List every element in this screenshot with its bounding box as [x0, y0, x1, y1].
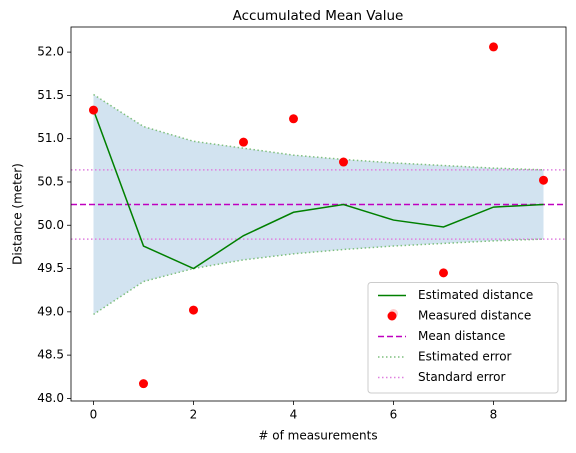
- y-tick-label: 52.0: [37, 45, 64, 59]
- y-tick-label: 49.0: [37, 304, 64, 318]
- error-band-lower: [93, 238, 544, 316]
- scatter-point: [489, 42, 498, 52]
- scatter-point: [339, 157, 348, 167]
- x-tick-label: 0: [90, 408, 98, 422]
- legend-label: Mean distance: [418, 329, 505, 343]
- y-tick-label: 50.0: [37, 218, 64, 232]
- y-axis-label: Distance (meter): [11, 163, 25, 265]
- scatter-point: [139, 379, 148, 389]
- series-line: [92, 109, 544, 270]
- legend-marker: [387, 311, 397, 321]
- y-tick-label: 48.5: [37, 348, 64, 362]
- y-tick-label: 49.5: [37, 261, 64, 275]
- legend-box: [367, 282, 559, 394]
- x-tick-label: 6: [390, 408, 398, 422]
- x-tick-label: 4: [290, 408, 298, 422]
- axes-frame: [70, 26, 567, 402]
- scatter-point: [239, 137, 248, 147]
- x-axis-label: # of measurements: [258, 429, 377, 443]
- scatter-point: [289, 114, 298, 124]
- chart-title: Accumulated Mean Value: [233, 8, 404, 24]
- scatter-point: [89, 105, 98, 115]
- scatter-point: [189, 305, 198, 315]
- y-tick-label: 51.0: [37, 131, 64, 145]
- x-tick-label: 8: [490, 408, 498, 422]
- legend-label: Standard error: [418, 370, 506, 384]
- scatter-point: [539, 175, 548, 185]
- legend: Estimated distance Measured distance Mean …: [367, 282, 559, 394]
- x-tick-label: 2: [190, 408, 198, 422]
- scatter-point: [439, 268, 448, 278]
- legend-label: Estimated distance: [418, 288, 533, 302]
- legend-label: Measured distance: [418, 309, 531, 323]
- y-tick-label: 51.5: [37, 88, 64, 102]
- legend-label: Estimated error: [418, 350, 512, 364]
- y-tick-label: 50.5: [37, 174, 64, 188]
- plot-area: [71, 42, 566, 389]
- error-band-upper: [93, 93, 544, 171]
- y-tick-label: 48.0: [37, 391, 64, 405]
